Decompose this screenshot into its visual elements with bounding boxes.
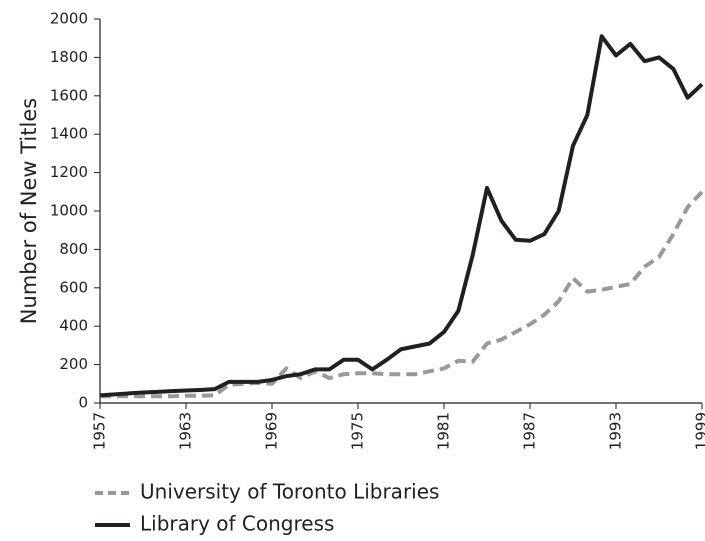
- x-tick-label: 1957: [91, 412, 109, 450]
- y-tick-label: 400: [59, 317, 88, 335]
- y-tick-label: 0: [78, 394, 88, 412]
- y-tick-label: 800: [59, 240, 88, 258]
- y-axis-title: Number of New Titles: [17, 98, 41, 324]
- series-line: [99, 34, 704, 398]
- series-line: [100, 190, 704, 399]
- y-tick-label: 1800: [50, 48, 88, 66]
- y-tick-label: 1200: [50, 163, 88, 181]
- y-tick-label: 1400: [50, 125, 88, 143]
- x-tick-label: 1987: [521, 412, 539, 450]
- y-tick-label: 1000: [50, 202, 88, 220]
- legend-label: Library of Congress: [140, 512, 334, 536]
- y-tick-label: 200: [59, 355, 88, 373]
- x-tick-label: 1963: [177, 412, 195, 450]
- legend-label: University of Toronto Libraries: [140, 480, 439, 504]
- x-tick-label: 1981: [435, 412, 453, 450]
- x-tick-label: 1975: [349, 412, 367, 450]
- y-tick-label: 2000: [50, 10, 88, 28]
- y-tick-label: 600: [59, 278, 88, 296]
- x-tick-label: 1999: [693, 412, 705, 450]
- x-tick-label: 1969: [263, 412, 281, 450]
- y-tick-label: 1600: [50, 86, 88, 104]
- x-tick-label: 1993: [607, 412, 625, 450]
